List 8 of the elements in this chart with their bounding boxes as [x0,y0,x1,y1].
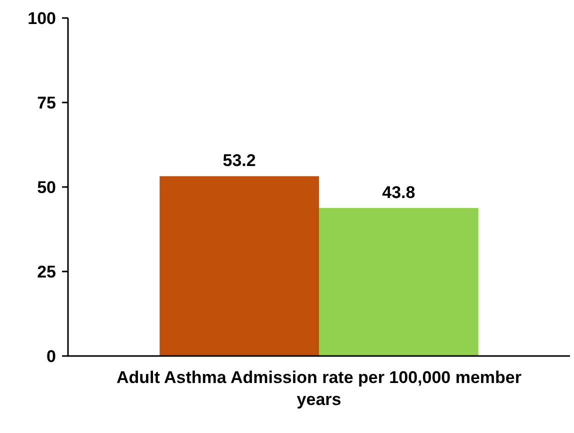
y-tick-label: 75 [37,93,56,112]
data-label: 43.8 [382,182,416,202]
y-tick-label: 25 [37,262,56,282]
y-tick-label: 50 [37,178,56,197]
data-label: 53.2 [222,151,256,170]
x-tick-label: Adult Asthma Admission rate per 100,000 member years [116,368,522,409]
y-tick-label: 100 [28,8,56,28]
y-tick-label: 0 [46,346,56,366]
